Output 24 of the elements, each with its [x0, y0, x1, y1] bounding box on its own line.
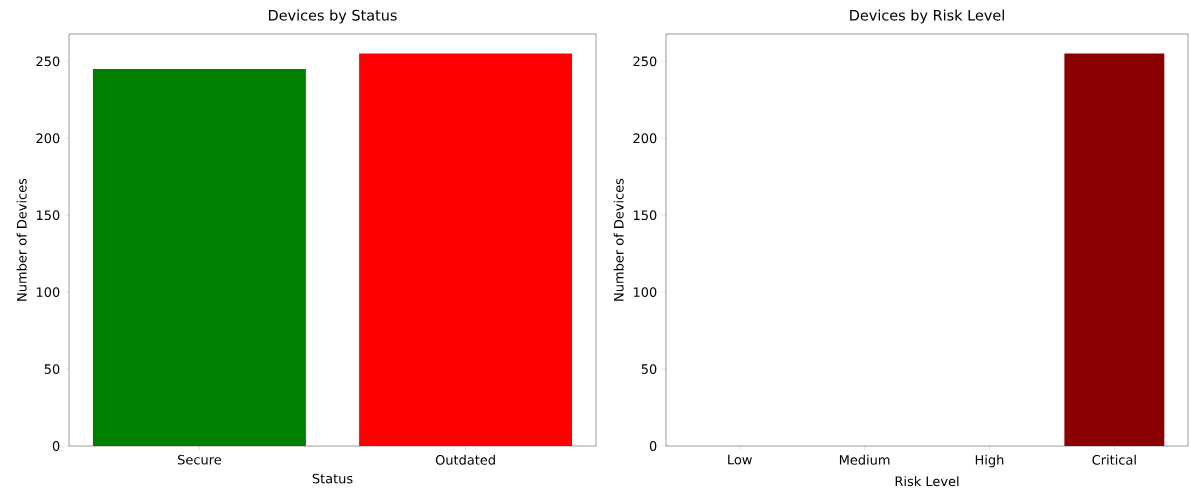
y-tick-label: 100 [36, 287, 60, 298]
y-tick-label: 50 [44, 364, 60, 374]
x-axis-title: Status [312, 473, 353, 484]
y-axis-title: Number of Devices [613, 178, 624, 301]
x-tick-label: Critical [1092, 454, 1136, 465]
y-tick-label: 50 [641, 364, 657, 374]
y-tick-label: 150 [633, 210, 657, 221]
x-tick-label: Low [728, 454, 752, 465]
x-tick-label: Outdated [435, 454, 495, 465]
y-tick-label: 0 [52, 441, 60, 451]
y-tick-label: 250 [36, 56, 60, 67]
y-tick-label: 200 [36, 133, 60, 144]
x-tick-label: Secure [178, 454, 222, 465]
y-tick-label: 0 [649, 441, 657, 451]
y-tick-label: 100 [633, 287, 657, 298]
x-tick-label: Medium [839, 454, 890, 465]
y-tick-label: 150 [36, 210, 60, 221]
x-tick-label: High [975, 454, 1004, 468]
y-tick-label: 250 [633, 56, 657, 67]
y-axis-title: Number of Devices [16, 178, 27, 301]
x-axis-title: Risk Level [895, 476, 959, 487]
chart-title: Devices by Status [268, 9, 397, 24]
y-tick-label: 200 [633, 133, 657, 144]
chart-title: Devices by Risk Level [850, 9, 1004, 24]
